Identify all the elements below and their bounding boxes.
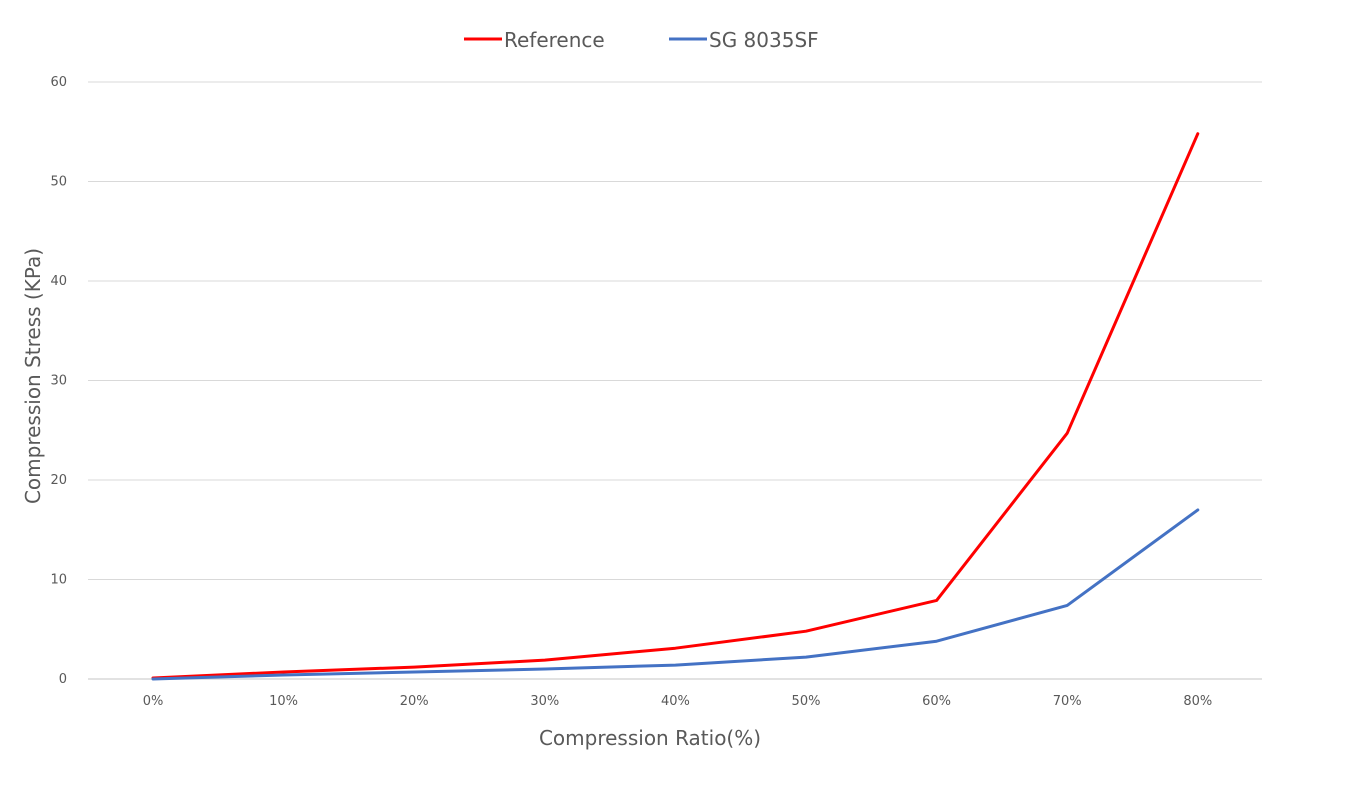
y-axis-title: Compression Stress (KPa) bbox=[21, 248, 45, 504]
x-tick-label: 60% bbox=[922, 694, 951, 709]
x-tick-label: 0% bbox=[143, 694, 164, 709]
legend-item-0: Reference bbox=[464, 28, 605, 52]
y-tick-label: 30 bbox=[50, 374, 67, 389]
y-tick-label: 60 bbox=[50, 75, 67, 90]
legend: Reference SG 8035SF bbox=[464, 28, 819, 52]
series-line-1 bbox=[151, 508, 1200, 681]
x-tick-label: 10% bbox=[269, 694, 298, 709]
legend-label: Reference bbox=[504, 28, 605, 52]
series-lines bbox=[151, 132, 1200, 681]
x-axis-ticks: 0% 10% 20% 30% 40% 50% 60% 70% 80% bbox=[143, 694, 1213, 709]
x-tick-label: 80% bbox=[1183, 694, 1212, 709]
x-axis-title: Compression Ratio(%) bbox=[539, 726, 761, 750]
x-tick-label: 20% bbox=[400, 694, 429, 709]
x-tick-label: 30% bbox=[530, 694, 559, 709]
y-tick-label: 50 bbox=[50, 175, 67, 190]
gridlines bbox=[88, 81, 1262, 680]
y-tick-label: 0 bbox=[59, 672, 67, 687]
y-tick-label: 10 bbox=[50, 573, 67, 588]
x-tick-label: 40% bbox=[661, 694, 690, 709]
legend-item-1: SG 8035SF bbox=[669, 28, 819, 52]
series-line-0 bbox=[151, 132, 1200, 680]
y-tick-label: 20 bbox=[50, 473, 67, 488]
x-tick-label: 50% bbox=[792, 694, 821, 709]
legend-label: SG 8035SF bbox=[709, 28, 819, 52]
y-tick-label: 40 bbox=[50, 274, 67, 289]
x-tick-label: 70% bbox=[1053, 694, 1082, 709]
y-axis-ticks: 0 10 20 30 40 50 60 bbox=[50, 75, 67, 687]
